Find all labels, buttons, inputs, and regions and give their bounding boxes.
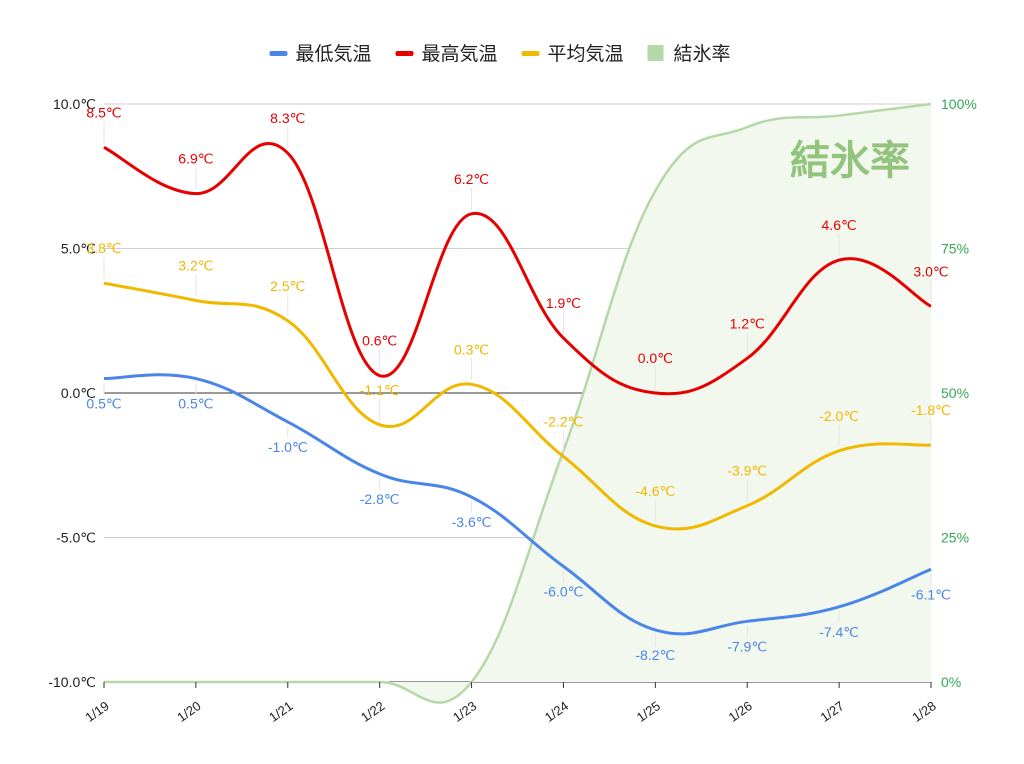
data-label: 6.9℃: [178, 151, 213, 167]
legend-swatch: [269, 51, 288, 56]
data-label: -2.0℃: [819, 408, 859, 424]
data-label: 0.6℃: [362, 333, 397, 349]
data-label: -2.2℃: [544, 414, 584, 430]
x-tick-label: 1/20: [174, 698, 203, 725]
x-tick-label: 1/23: [450, 698, 479, 725]
series-line-1: [103, 142, 932, 396]
data-label: -7.4℃: [819, 624, 859, 640]
y-tick-right: 100%: [941, 96, 977, 112]
x-tick-label: 1/19: [82, 698, 111, 725]
data-label: -1.1℃: [360, 382, 400, 398]
data-label: 0.0℃: [638, 350, 673, 366]
data-label: 0.5℃: [178, 396, 213, 412]
y-tick-left: 10.0℃: [53, 96, 96, 112]
y-axis-right: 100% 75% 50% 25% 0%: [941, 96, 977, 690]
series-line-2: [103, 281, 932, 531]
ice-rate-line: [103, 102, 932, 704]
y-tick-right: 50%: [941, 385, 969, 401]
ice-rate-area: [103, 102, 932, 704]
data-label: 0.5℃: [86, 396, 121, 412]
data-label: -6.1℃: [911, 586, 951, 602]
x-tick-label: 1/24: [542, 698, 571, 725]
legend-label: 結氷率: [674, 43, 731, 65]
legend: 最低気温 最高気温 平均気温 結氷率: [269, 43, 731, 65]
data-label: 8.3℃: [270, 110, 305, 126]
legend-swatch: [395, 51, 414, 56]
data-label: 1.9℃: [546, 295, 581, 311]
ice-rate-annotation: 結氷率: [790, 138, 910, 184]
legend-label: 最低気温: [296, 43, 372, 65]
data-label: -1.8℃: [911, 402, 951, 418]
y-tick-right: 0%: [941, 674, 961, 690]
data-label: -3.6℃: [452, 514, 492, 530]
data-labels: 0.5℃ 0.5℃ -1.0℃ -2.8℃ -3.6℃ -6.0℃ -8.2℃ -7.9℃ -7…: [86, 104, 951, 663]
y-tick-left: 0.0℃: [61, 385, 96, 401]
data-label: 3.2℃: [178, 258, 213, 274]
legend-swatch: [647, 45, 664, 61]
ice-rate-fill: [104, 104, 931, 703]
data-label: 0.3℃: [454, 341, 489, 357]
series-lines: [103, 142, 932, 636]
y-tick-right: 75%: [941, 241, 969, 257]
y-tick-right: 25%: [941, 530, 969, 546]
data-label: 6.2℃: [454, 171, 489, 187]
data-label: -6.0℃: [544, 583, 584, 599]
x-tick-label: 1/28: [909, 698, 938, 725]
x-tick-label: 1/27: [817, 698, 846, 725]
legend-swatch: [521, 51, 540, 56]
data-label: 3.0℃: [913, 263, 948, 279]
x-axis: 1/19 1/20 1/21 1/22 1/23 1/24 1/25 1/26 1/27 1/28: [82, 682, 939, 725]
data-label: -1.0℃: [268, 439, 308, 455]
data-label: -8.2℃: [635, 647, 675, 663]
data-label: 3.8℃: [86, 240, 121, 256]
x-tick-label: 1/22: [358, 698, 387, 725]
data-label: -3.9℃: [727, 463, 767, 479]
y-axis-left: 10.0℃ 5.0℃ 0.0℃ -5.0℃ -10.0℃: [48, 96, 96, 690]
data-label: -7.9℃: [727, 638, 767, 654]
x-tick-label: 1/26: [726, 698, 755, 725]
legend-label: 最高気温: [422, 43, 498, 65]
y-tick-left: -10.0℃: [48, 674, 96, 690]
y-tick-left: -5.0℃: [56, 530, 96, 546]
y-tick-left: 5.0℃: [61, 241, 96, 257]
series-line-0: [103, 373, 932, 636]
data-label: -4.6℃: [635, 483, 675, 499]
data-label: -2.8℃: [360, 491, 400, 507]
data-label: 8.5℃: [86, 104, 121, 120]
legend-label: 平均気温: [548, 43, 624, 65]
data-label: 2.5℃: [270, 278, 305, 294]
data-label: 1.2℃: [730, 315, 765, 331]
data-label: 4.6℃: [822, 217, 857, 233]
x-tick-label: 1/25: [634, 698, 663, 725]
x-tick-label: 1/21: [266, 698, 295, 725]
